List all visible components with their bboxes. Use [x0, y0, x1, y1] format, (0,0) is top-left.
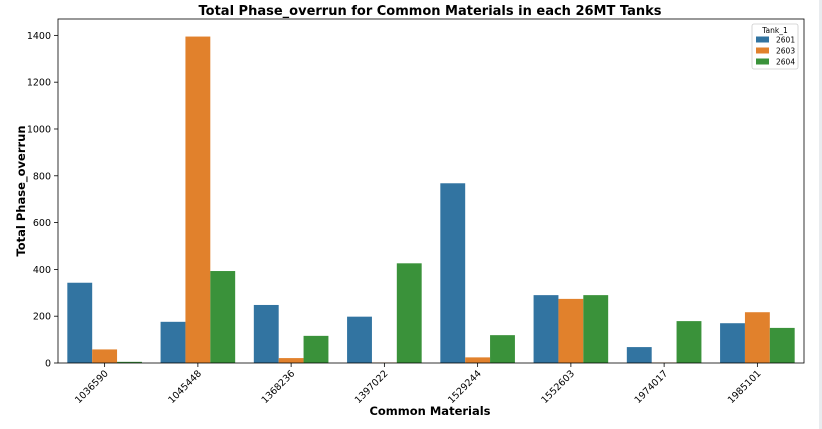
- y-axis-label: Total Phase_overrun: [14, 125, 29, 256]
- bar-2603-1529244: [465, 357, 491, 363]
- bar-2604-1985101: [769, 327, 795, 363]
- x-axis-label: Common Materials: [369, 404, 490, 418]
- bar-2604-1368236: [303, 335, 329, 363]
- plot-frame: [57, 18, 805, 364]
- legend-swatch-2604: [756, 58, 769, 65]
- y-tick-label: 200: [33, 312, 51, 323]
- x-tick-label: 1368236: [260, 368, 298, 406]
- x-tick-label: 1036590: [73, 368, 111, 406]
- legend-entry-2603: 2603: [776, 47, 795, 56]
- bar-2604-1529244: [490, 335, 515, 363]
- x-tick-label: 1529244: [446, 368, 484, 406]
- legend-title: Tank_1: [761, 26, 788, 35]
- x-tick-label: 1397022: [353, 368, 391, 406]
- x-tick-label: 1045448: [166, 368, 204, 406]
- chart-title: Total Phase_overrun for Common Materials…: [199, 4, 662, 19]
- x-tick-label: 1974017: [633, 368, 671, 406]
- bar-2601-1036590: [67, 282, 93, 363]
- bar-2604-1552603: [583, 295, 609, 363]
- bar-2603-1036590: [92, 349, 118, 363]
- y-tick-label: 800: [33, 171, 51, 182]
- legend-entry-2604: 2604: [776, 58, 795, 67]
- x-tick-label: 1985101: [726, 368, 764, 406]
- y-tick-label: 1200: [27, 78, 51, 89]
- legend-swatch-2603: [756, 47, 769, 54]
- y-tick-label: 400: [33, 265, 51, 276]
- bar-2603-1552603: [558, 298, 584, 363]
- legend-box: [751, 23, 799, 70]
- legend: Tank_1 2601 2603 2604: [751, 23, 799, 70]
- y-tick-label: 600: [33, 218, 51, 229]
- window-edge: [819, 0, 822, 429]
- x-axis: 1036590 1045448 1368236 1397022 1529244 15526…: [73, 363, 763, 406]
- bar-2601-1985101: [720, 323, 745, 363]
- bar-2604-1974017: [676, 321, 702, 363]
- legend-swatch-2601: [756, 36, 769, 43]
- bar-2604-1397022: [396, 263, 422, 363]
- y-tick-label: 1000: [27, 124, 51, 135]
- bar-2601-1529244: [440, 183, 466, 363]
- bar-2603-1368236: [278, 358, 304, 363]
- bar-2601-1397022: [347, 316, 372, 363]
- y-tick-label: 1400: [27, 31, 51, 42]
- bar-2603-1985101: [744, 312, 770, 363]
- bar-2601-1552603: [533, 295, 559, 363]
- bars: [67, 36, 795, 363]
- x-tick-label: 1552603: [539, 368, 577, 406]
- y-axis: 0 200 400 600 800 1000 1200 1400: [27, 31, 58, 370]
- bar-2604-1036590: [117, 361, 142, 363]
- bar-2604-1045448: [210, 271, 236, 363]
- bar-2601-1045448: [160, 321, 186, 363]
- bar-2601-1368236: [253, 304, 279, 363]
- bar-2601-1974017: [626, 347, 652, 363]
- bar-2603-1045448: [185, 36, 211, 363]
- y-tick-label: 0: [45, 359, 51, 370]
- legend-entry-2601: 2601: [776, 36, 795, 45]
